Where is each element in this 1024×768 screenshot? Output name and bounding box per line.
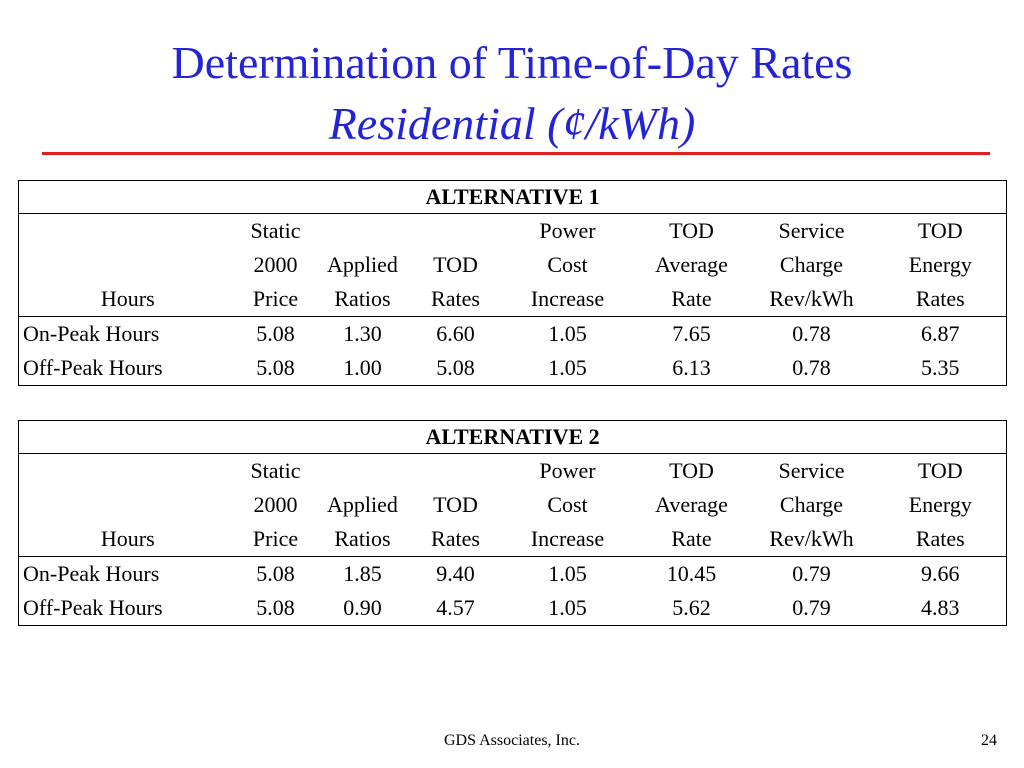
header-cell: Rates <box>431 286 480 311</box>
table-cell: 1.05 <box>548 355 587 380</box>
header-cell: Increase <box>530 526 605 551</box>
table-cell: 9.66 <box>921 561 960 586</box>
header-cell: Rates <box>915 526 965 551</box>
header-cell: Rate <box>671 526 712 551</box>
table-cell: 1.85 <box>343 561 382 586</box>
header-cell: Average <box>655 492 728 517</box>
column-headers: Static Power TOD Service TOD 2000 Applie… <box>18 213 1007 317</box>
header-cell: Price <box>252 526 299 551</box>
row-label: Off-Peak Hours <box>23 355 163 380</box>
header-cell: Increase <box>530 286 605 311</box>
table-cell: 9.40 <box>436 561 475 586</box>
table-cell: 6.60 <box>436 321 475 346</box>
table-cell: 1.00 <box>343 355 382 380</box>
table-cell: 1.05 <box>548 561 587 586</box>
row-label: Off-Peak Hours <box>23 595 163 620</box>
header-cell: Average <box>655 252 728 277</box>
table-cell: 0.78 <box>792 321 831 346</box>
header-cell: Service <box>778 458 845 483</box>
header-cell <box>19 488 237 522</box>
header-cell <box>315 454 411 489</box>
table-cell: 5.08 <box>256 321 295 346</box>
header-cell: TOD <box>433 252 478 277</box>
table-row: On-Peak Hours 5.08 1.30 6.60 1.05 7.65 0… <box>19 317 1007 352</box>
slide-title: Determination of Time-of-Day Rates <box>171 37 853 88</box>
header-cell: Applied <box>327 492 398 517</box>
header-cell <box>411 214 501 249</box>
header-cell: Hours <box>100 286 155 311</box>
header-cell: Applied <box>327 252 398 277</box>
header-cell: Charge <box>779 252 844 277</box>
table-cell: 5.08 <box>256 595 295 620</box>
table-cell: 1.30 <box>343 321 382 346</box>
header-cell: Price <box>252 286 299 311</box>
header-cell: Rev/kWh <box>769 526 854 551</box>
table-row: Off-Peak Hours 5.08 0.90 4.57 1.05 5.62 … <box>19 591 1007 626</box>
alternative-2-table: ALTERNATIVE 2 Static Power TOD Service T… <box>17 420 1008 626</box>
header-cell: TOD <box>433 492 478 517</box>
page-number: 24 <box>981 732 997 749</box>
header-cell: Rate <box>671 286 712 311</box>
header-cell: TOD <box>917 458 963 483</box>
header-cell: 2000 <box>253 252 298 277</box>
header-cell: Rates <box>431 526 480 551</box>
title-divider <box>42 152 990 155</box>
header-cell: Service <box>778 218 845 243</box>
header-cell: Rev/kWh <box>769 286 854 311</box>
alternative-1-table: ALTERNATIVE 1 Static Power TOD Service T… <box>17 180 1008 386</box>
table-cell: 10.45 <box>666 561 717 586</box>
table-cell: 0.79 <box>792 595 831 620</box>
header-cell: Charge <box>779 492 844 517</box>
header-cell: Ratios <box>334 526 391 551</box>
table-cell: 5.35 <box>921 355 960 380</box>
table-cell: 1.05 <box>548 595 587 620</box>
table-cell: 0.79 <box>792 561 831 586</box>
header-cell: Static <box>250 458 301 483</box>
header-cell <box>315 214 411 249</box>
table-row: On-Peak Hours 5.08 1.85 9.40 1.05 10.45 … <box>19 557 1007 592</box>
row-label: On-Peak Hours <box>23 321 160 346</box>
table-cell: 0.78 <box>792 355 831 380</box>
table-cell: 6.87 <box>921 321 960 346</box>
table-cell: 6.13 <box>672 355 711 380</box>
header-cell <box>19 248 237 282</box>
table-cell: 5.08 <box>256 561 295 586</box>
header-cell <box>19 454 237 489</box>
header-cell: Power <box>539 218 596 243</box>
header-cell: Energy <box>908 252 972 277</box>
header-cell: TOD <box>917 218 963 243</box>
table-heading: ALTERNATIVE 2 <box>17 420 1008 454</box>
row-label: On-Peak Hours <box>23 561 160 586</box>
header-cell: Cost <box>547 252 588 277</box>
table-cell: 1.05 <box>548 321 587 346</box>
data-rows: On-Peak Hours 5.08 1.30 6.60 1.05 7.65 0… <box>18 316 1007 386</box>
header-cell: Energy <box>908 492 972 517</box>
header-cell <box>411 454 501 489</box>
header-cell: Static <box>250 218 301 243</box>
header-cell: Rates <box>915 286 965 311</box>
header-cell <box>19 214 237 249</box>
column-headers: Static Power TOD Service TOD 2000 Applie… <box>18 453 1007 557</box>
header-cell: TOD <box>669 218 714 243</box>
footer-company: GDS Associates, Inc. <box>444 732 580 749</box>
table-row: Off-Peak Hours 5.08 1.00 5.08 1.05 6.13 … <box>19 351 1007 386</box>
table-cell: 5.62 <box>672 595 711 620</box>
header-cell: Ratios <box>334 286 391 311</box>
table-cell: 5.08 <box>436 355 475 380</box>
table-cell: 4.83 <box>921 595 960 620</box>
data-rows: On-Peak Hours 5.08 1.85 9.40 1.05 10.45 … <box>18 556 1007 626</box>
header-cell: Power <box>539 458 596 483</box>
header-cell: TOD <box>669 458 714 483</box>
table-cell: 0.90 <box>343 595 382 620</box>
table-cell: 5.08 <box>256 355 295 380</box>
header-cell: 2000 <box>253 492 298 517</box>
header-cell: Cost <box>547 492 588 517</box>
table-cell: 7.65 <box>672 321 711 346</box>
slide-subtitle: Residential (¢/kWh) <box>328 98 696 149</box>
header-cell: Hours <box>100 526 155 551</box>
table-cell: 4.57 <box>436 595 475 620</box>
table-heading: ALTERNATIVE 1 <box>17 180 1008 214</box>
